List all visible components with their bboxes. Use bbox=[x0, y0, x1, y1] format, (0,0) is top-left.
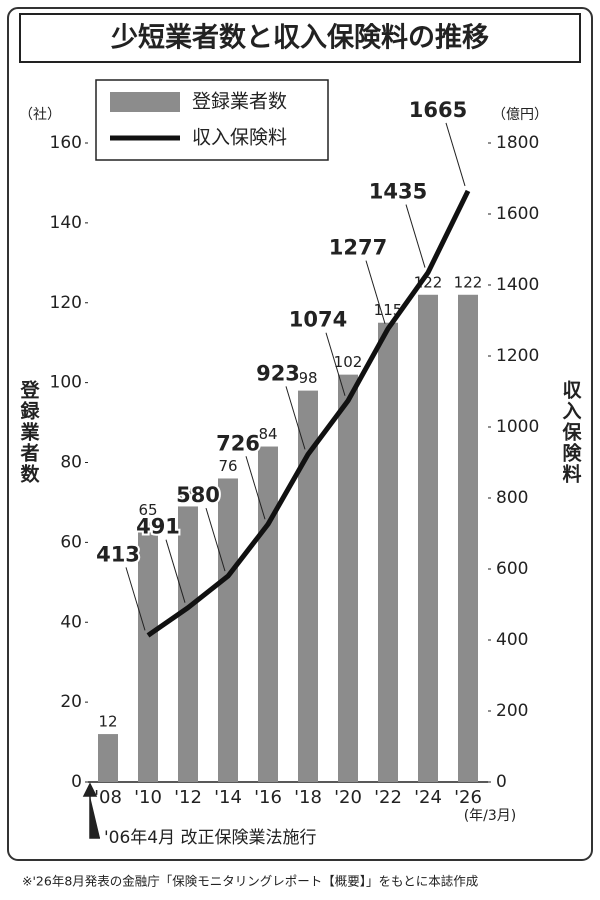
bar-value-label: 76 bbox=[218, 457, 237, 475]
y-tick-label: 120 bbox=[50, 293, 82, 313]
y-tick-label: 80 bbox=[60, 453, 82, 473]
bar bbox=[178, 506, 198, 782]
y2-tick-label: 1000 bbox=[496, 417, 539, 437]
bar bbox=[458, 294, 478, 782]
bar bbox=[378, 322, 398, 782]
x-tick-label: '12 bbox=[174, 787, 202, 808]
y-tick-label: 60 bbox=[60, 532, 82, 552]
y2-tick-label: 0 bbox=[496, 772, 507, 792]
x-tick-label: '14 bbox=[214, 787, 242, 808]
x-tick-label: '10 bbox=[134, 787, 162, 808]
bar bbox=[418, 294, 438, 782]
leader-line bbox=[245, 456, 266, 520]
line-value-label: 1074 bbox=[289, 308, 347, 332]
y-axis-label: 登録業者数 bbox=[18, 379, 41, 485]
annotation-arrow bbox=[82, 782, 100, 839]
chart-title: 少短業者数と収入保険料の推移 bbox=[111, 23, 489, 54]
x-tick-label: '08 bbox=[94, 787, 122, 808]
y2-axis-label: 収入保険料 bbox=[560, 380, 583, 485]
x-tick-label: '20 bbox=[334, 787, 362, 808]
bar-value-label: 12 bbox=[98, 713, 117, 731]
bar-value-label: 122 bbox=[454, 273, 483, 291]
line-value-label: 1277 bbox=[329, 236, 387, 260]
line-value-label: 491 bbox=[136, 515, 180, 539]
y-tick-label: 0 bbox=[71, 772, 82, 792]
leader-line bbox=[405, 204, 426, 268]
y2-tick-label: 1400 bbox=[496, 275, 539, 295]
y-tick-label: 140 bbox=[50, 213, 82, 233]
frame bbox=[7, 7, 593, 861]
y-unit: （社） bbox=[19, 107, 61, 123]
y2-tick-label: 200 bbox=[496, 701, 528, 721]
bar-value-label: 98 bbox=[298, 369, 317, 387]
leader-line bbox=[325, 332, 346, 396]
legend-label: 登録業者数 bbox=[192, 91, 287, 113]
y-tick-label: 160 bbox=[50, 133, 82, 153]
title-box bbox=[19, 13, 581, 63]
bar bbox=[298, 390, 318, 782]
line bbox=[146, 189, 471, 638]
leader-line bbox=[285, 386, 306, 450]
y2-unit: （億円） bbox=[492, 107, 548, 123]
legend-label: 収入保険料 bbox=[192, 127, 287, 149]
bar bbox=[138, 522, 158, 782]
leader-line bbox=[445, 122, 466, 187]
leader-line bbox=[125, 567, 146, 631]
x-tick-label: '24 bbox=[414, 787, 442, 808]
bar-value-label: 65 bbox=[138, 501, 157, 519]
x-unit: (年/3月) bbox=[464, 808, 517, 824]
y-tick-label: 40 bbox=[60, 612, 82, 632]
line-value-label: 580 bbox=[176, 483, 220, 507]
y2-tick-label: 800 bbox=[496, 488, 528, 508]
line-value-label: 726 bbox=[216, 431, 260, 455]
bar-value-label: 69 bbox=[178, 485, 197, 503]
bar bbox=[98, 734, 118, 782]
bar-value-label: 102 bbox=[334, 353, 363, 371]
bar-value-label: 84 bbox=[258, 425, 277, 443]
y2-tick-label: 1800 bbox=[496, 133, 539, 153]
leader-line bbox=[205, 507, 226, 572]
y-tick-label: 100 bbox=[50, 373, 82, 393]
y-tick-label: 20 bbox=[60, 692, 82, 712]
line-value-label: 923 bbox=[256, 361, 300, 385]
x-tick-label: '22 bbox=[374, 787, 402, 808]
x-tick-label: '26 bbox=[454, 787, 482, 808]
footnote: ※'26年8月発表の金融庁「保険モニタリングレポート【概要】」をもとに本誌作成 bbox=[22, 874, 478, 889]
y2-tick-label: 1600 bbox=[496, 204, 539, 224]
line-value-label: 413 bbox=[96, 542, 140, 566]
y2-tick-label: 1200 bbox=[496, 346, 539, 366]
y2-tick-label: 400 bbox=[496, 630, 528, 650]
legend-swatch bbox=[110, 92, 180, 112]
x-tick-label: '18 bbox=[294, 787, 322, 808]
line-value-label: 1665 bbox=[409, 98, 467, 122]
y2-tick-label: 600 bbox=[496, 559, 528, 579]
bar bbox=[338, 374, 358, 782]
annotation: '06年4月 改正保険業法施行 bbox=[104, 828, 317, 848]
x-tick-label: '16 bbox=[254, 787, 282, 808]
line-value-label: 1435 bbox=[369, 180, 427, 204]
leader-line bbox=[165, 539, 186, 603]
bar bbox=[258, 446, 278, 782]
leader-line bbox=[365, 260, 386, 324]
bar bbox=[218, 478, 238, 782]
